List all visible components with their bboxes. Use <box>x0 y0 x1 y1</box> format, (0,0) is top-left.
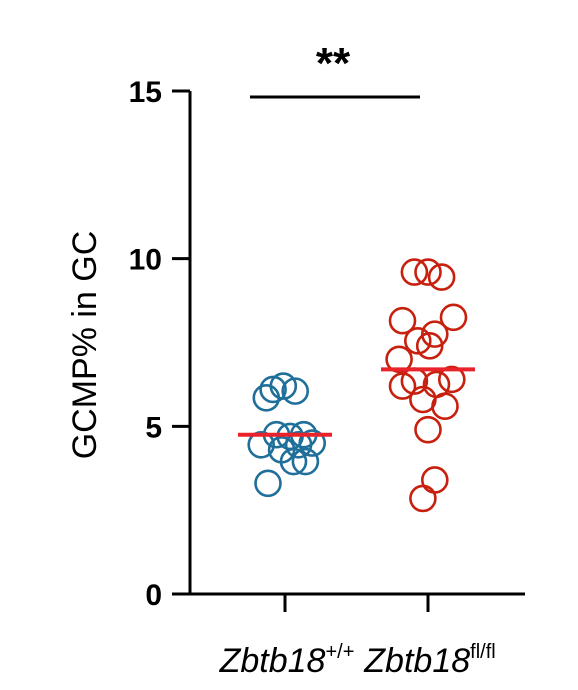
data-point-wt-9 <box>284 430 313 459</box>
y-axis: 0 5 10 15 <box>129 76 192 612</box>
data-point-fl-7 <box>415 332 444 360</box>
data-point-fl-1 <box>414 258 442 286</box>
data-point-fl-15 <box>414 415 442 444</box>
x-axis <box>190 592 525 612</box>
category-labels: Zbtb18+/+ Zbtb18fl/fl <box>219 641 496 680</box>
data-point-wt-3 <box>252 384 281 412</box>
data-point-fl-12 <box>437 365 466 394</box>
data-point-wt-11 <box>279 447 308 476</box>
mean-lines <box>238 367 475 437</box>
data-point-fl-5 <box>420 320 449 348</box>
data-point-fl-6 <box>403 327 432 355</box>
category-label-0: Zbtb18+/+ <box>219 641 355 680</box>
data-point-fl-3 <box>388 306 417 335</box>
y-tick-label: 0 <box>145 579 162 612</box>
data-point-fl-4 <box>439 303 468 332</box>
category-label-1: Zbtb18fl/fl <box>363 641 495 680</box>
data-point-wt-2 <box>281 377 310 405</box>
significance-annotation: ** <box>250 39 420 99</box>
data-point-fl-14 <box>431 392 459 421</box>
data-point-wt-12 <box>291 447 320 476</box>
data-point-wt-10 <box>298 429 327 457</box>
data-point-fl-17 <box>409 484 437 513</box>
y-axis-title: GCMP% in GC <box>66 231 104 460</box>
data-point-fl-2 <box>427 263 456 291</box>
data-points <box>247 258 468 513</box>
y-tick-label: 15 <box>129 76 162 109</box>
data-point-wt-13 <box>254 469 282 498</box>
data-point-fl-0 <box>400 258 429 286</box>
data-point-fl-9 <box>388 372 417 400</box>
y-tick-label: 5 <box>145 411 162 444</box>
significance-stars: ** <box>316 39 351 88</box>
category-superscript: fl/fl <box>470 641 496 663</box>
data-point-wt-7 <box>247 430 276 459</box>
category-name: Zbtb18 <box>219 642 326 680</box>
data-point-fl-16 <box>420 466 449 494</box>
category-name: Zbtb18 <box>363 642 470 680</box>
y-tick-label: 10 <box>129 244 162 277</box>
data-point-fl-8 <box>385 345 413 374</box>
category-superscript: +/+ <box>325 641 354 663</box>
